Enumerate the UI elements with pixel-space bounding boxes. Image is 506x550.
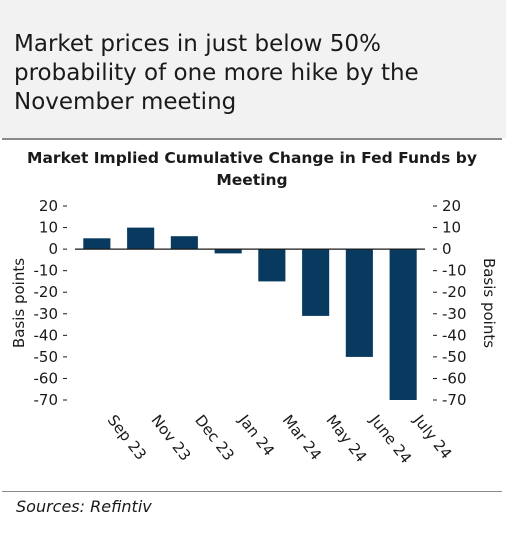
y-tick-label-right: -20 — [442, 283, 467, 301]
bar-sep-23 — [83, 238, 111, 250]
x-tick-label: Sep 23 — [104, 411, 150, 463]
bar-nov-23 — [127, 227, 155, 250]
bar-dec-23 — [170, 236, 198, 250]
chart-title-line1: Market Implied Cumulative Change in Fed … — [27, 149, 477, 167]
y-tick-label-right: -30 — [442, 305, 467, 323]
bar-chart: Market Implied Cumulative Change in Fed … — [10, 149, 498, 467]
right-axis: 20 10 0 -10 -20 -30 -40 -50 -60 -70 — [433, 197, 467, 409]
y-tick-label-right: 20 — [442, 197, 461, 215]
bar-june-24 — [345, 249, 373, 357]
y-tick-label-left: -30 — [34, 305, 59, 323]
bars — [83, 227, 417, 400]
x-tick-label: July 24 — [409, 411, 455, 463]
y-tick-label-right: -40 — [442, 326, 467, 344]
y-tick-label-right: -10 — [442, 262, 467, 280]
y-tick-label-right: 10 — [442, 219, 461, 237]
bar-july-24 — [389, 249, 417, 400]
y-tick-label-right: -70 — [442, 391, 467, 409]
y-tick-label-left: 10 — [39, 219, 58, 237]
x-tick-label: Nov 23 — [147, 411, 194, 464]
y-tick-label-left: -60 — [34, 369, 59, 387]
y-tick-label-left: 20 — [39, 197, 58, 215]
headline-panel: Market prices in just below 50% probabil… — [0, 0, 506, 138]
y-tick-label-left: -20 — [34, 283, 59, 301]
chart-title-line2: Meeting — [216, 171, 287, 189]
x-tick-label: Mar 24 — [279, 411, 325, 463]
y-tick-label-left: -10 — [34, 262, 59, 280]
y-tick-label-right: -60 — [442, 369, 467, 387]
y-tick-label-left: 0 — [48, 240, 58, 258]
bar-mar-24 — [258, 249, 286, 282]
y-tick-label-right: 0 — [442, 240, 452, 258]
y-tick-label-left: -50 — [34, 348, 59, 366]
y-tick-label-right: -50 — [442, 348, 467, 366]
bar-jan-24 — [214, 249, 242, 254]
left-axis: 20 10 0 -10 -20 -30 -40 -50 -60 -70 — [34, 197, 67, 409]
bottom-divider — [2, 491, 502, 492]
top-divider — [2, 138, 502, 140]
source-note: Sources: Refintiv — [16, 497, 152, 516]
x-tick-label: Dec 23 — [191, 411, 238, 464]
x-tick-label: June 24 — [366, 411, 416, 467]
bar-may-24 — [302, 249, 330, 316]
x-tick-label: May 24 — [322, 411, 370, 465]
x-tick-label: Jan 24 — [234, 411, 278, 460]
y-axis-label-right: Basis points — [480, 258, 498, 348]
y-axis-label-left: Basis points — [10, 258, 28, 348]
y-tick-label-left: -70 — [34, 391, 59, 409]
y-tick-label-left: -40 — [34, 326, 59, 344]
headline: Market prices in just below 50% probabil… — [14, 31, 419, 115]
